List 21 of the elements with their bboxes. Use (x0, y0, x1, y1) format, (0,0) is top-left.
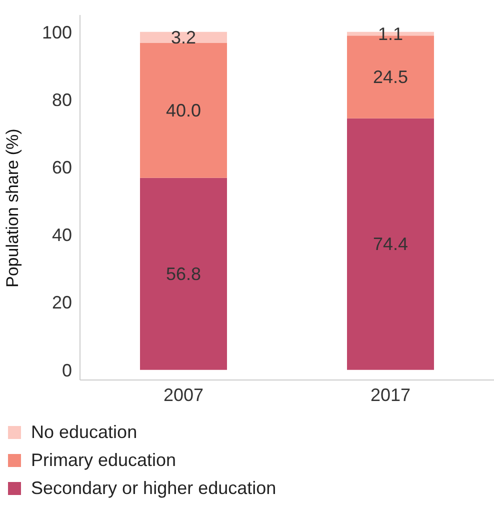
bar (140, 42, 227, 178)
y-tick-label: 20 (52, 292, 72, 313)
y-axis-title: Population share (%) (3, 128, 22, 288)
legend-label: Secondary or higher education (31, 478, 276, 498)
data-label: 56.8 (166, 264, 202, 284)
legend-label: Primary education (31, 450, 176, 470)
data-label: 3.2 (170, 27, 196, 48)
y-tick-label: 0 (62, 360, 72, 380)
y-tick-label: 100 (42, 22, 72, 42)
legend-label: No education (31, 422, 138, 442)
x-tick-label: 2007 (163, 384, 204, 405)
y-tick-label: 60 (52, 157, 72, 178)
y-tick-label: 80 (52, 90, 72, 110)
x-tick-label: 2017 (370, 384, 411, 405)
data-label: 40.0 (166, 100, 202, 120)
data-label: 1.1 (378, 24, 404, 44)
bar (140, 178, 227, 370)
data-label: 24.5 (372, 67, 408, 88)
bar (347, 118, 434, 370)
data-label: 74.4 (372, 234, 408, 254)
y-tick-label: 40 (52, 225, 72, 246)
